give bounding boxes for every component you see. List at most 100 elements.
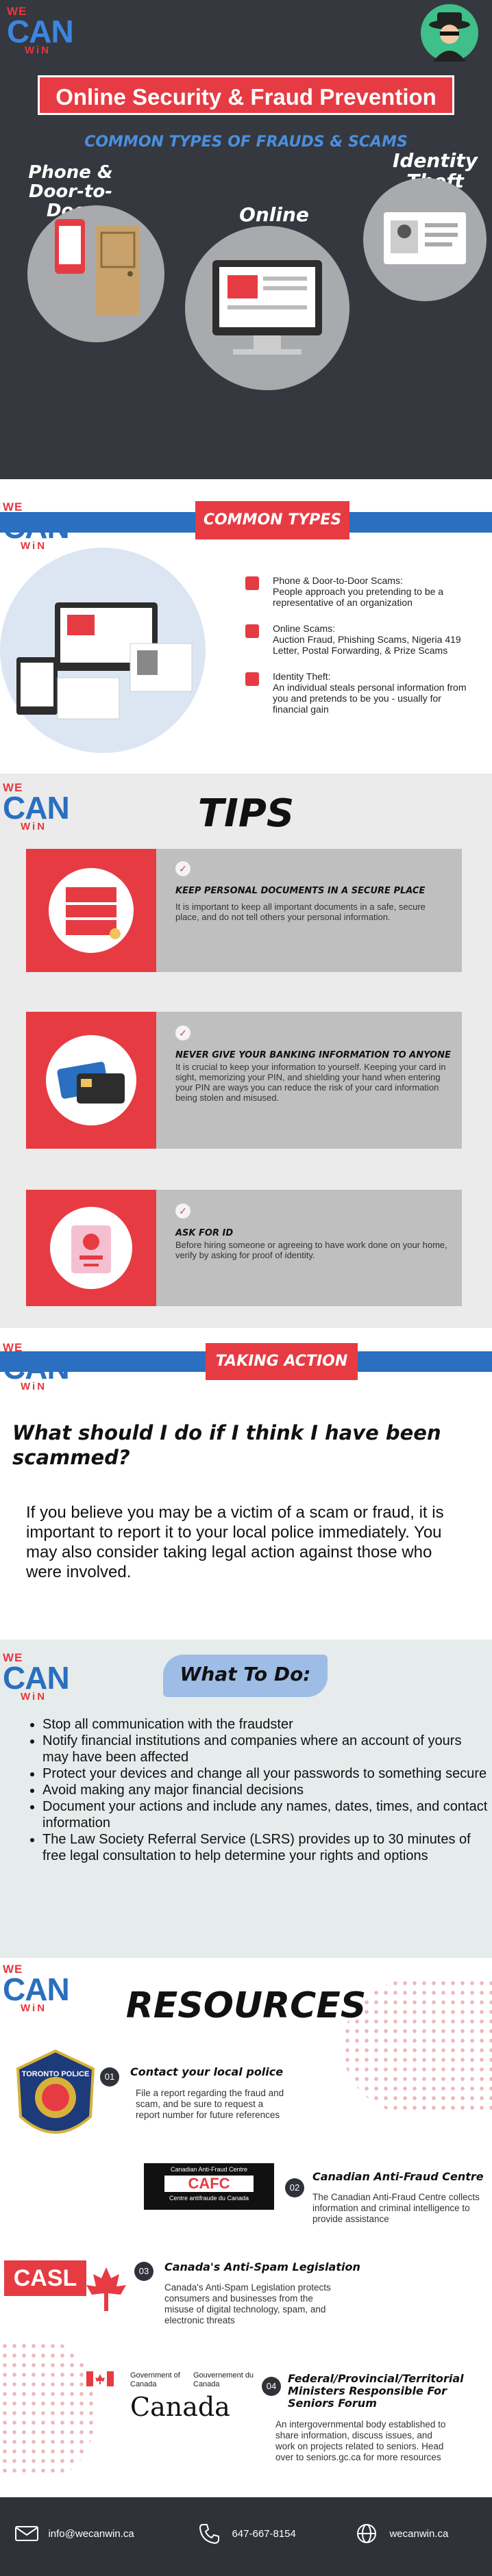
logo: WE CAN WiN	[3, 1651, 70, 1703]
what-to-do-list: Stop all communication with the fraudste…	[27, 1716, 488, 1864]
lock-icon	[245, 672, 259, 686]
tips-section: WE CAN WiN TIPS ✓ KEEP PERSONAL DOCUMENT…	[0, 774, 492, 1328]
tip-body: Before hiring someone or agreeing to hav…	[175, 1240, 447, 1260]
resource-body: The Canadian Anti-Fraud Centre collects …	[312, 2192, 480, 2224]
resources-heading: RESOURCES	[125, 1985, 367, 2026]
logo-we: WE	[3, 1341, 23, 1354]
logo-win: WiN	[21, 821, 47, 832]
tip-card: ✓ NEVER GIVE YOUR BANKING INFORMATION TO…	[26, 1012, 462, 1149]
taking-action-banner: TAKING ACTION	[206, 1343, 358, 1380]
list-item: Avoid making any major financial decisio…	[42, 1782, 488, 1798]
type-title: Phone & Door-to-Door Scams:	[273, 575, 403, 586]
email-contact[interactable]: info@wecanwin.ca	[15, 2525, 134, 2542]
logo-win: WiN	[21, 1691, 47, 1703]
lock-icon	[245, 576, 259, 590]
phone-text: 647-667-8154	[232, 2527, 296, 2540]
type-item: Phone & Door-to-Door Scams: People approa…	[240, 575, 473, 608]
hero-section: WE CAN WiN Online Security & Fraud Preve…	[0, 0, 492, 479]
cafc-logo-top: Canadian Anti-Fraud Centre	[170, 2166, 248, 2173]
phone-door-illustration	[27, 205, 164, 342]
label-online: Online	[239, 203, 309, 226]
tip-card: ✓ KEEP PERSONAL DOCUMENTS IN A SECURE PL…	[26, 849, 462, 972]
tip-body: It is crucial to keep your information t…	[175, 1062, 446, 1103]
type-body: An individual steals personal informatio…	[273, 682, 467, 715]
casl-logo: CASL	[4, 2259, 127, 2314]
cards-illustration	[26, 1012, 156, 1149]
what-to-do-brush	[163, 1655, 328, 1697]
resource-number: 02	[285, 2178, 304, 2197]
type-item: Identity Theft: An individual steals pers…	[240, 671, 473, 715]
logo: WE CAN WiN	[3, 782, 70, 832]
resource-title: Federal/Provincial/Territorial Ministers…	[288, 2372, 464, 2410]
logo-can: CAN	[7, 14, 74, 49]
logo-we: WE	[3, 1963, 23, 1976]
logo-we: WE	[3, 1651, 23, 1664]
email-icon	[15, 2526, 38, 2541]
web-contact[interactable]: wecanwin.ca	[356, 2523, 448, 2544]
id-badge-illustration	[26, 1190, 156, 1306]
resource-number: 04	[262, 2377, 281, 2396]
canada-wordmark: Canada	[130, 2392, 230, 2422]
phone-contact[interactable]: 647-667-8154	[199, 2523, 296, 2545]
logo: WE CAN WiN	[3, 1963, 70, 2014]
cafc-logo-bottom: Centre antifraude du Canada	[169, 2195, 249, 2202]
resource-number: 01	[100, 2067, 119, 2087]
question-heading: What should I do if I think I have been …	[12, 1421, 441, 1469]
list-item: The Law Society Referral Service (LSRS) …	[42, 1831, 488, 1864]
casl-logo-text: CASL	[4, 2260, 86, 2296]
logo-win: WiN	[21, 540, 47, 552]
resource-title: Contact your local police	[130, 2065, 284, 2078]
common-types-banner: COMMON TYPES	[195, 501, 349, 539]
what-to-do-section: WE CAN WiN What To Do: Stop all communic…	[0, 1640, 492, 1958]
types-list: Phone & Door-to-Door Scams: People approa…	[240, 575, 473, 715]
logo-win: WiN	[21, 2002, 47, 2014]
tip-title: ASK FOR ID	[175, 1228, 234, 1238]
check-icon: ✓	[175, 861, 190, 876]
detective-icon	[421, 4, 478, 62]
police-logo-text: TORONTO POLICE	[21, 2070, 90, 2078]
resource-body: An intergovernmental body established to…	[275, 2419, 446, 2462]
type-title: Identity Theft:	[273, 671, 331, 682]
tip-card: ✓ ASK FOR ID Before hiring someone or ag…	[26, 1190, 462, 1306]
footer: info@wecanwin.ca 647-667-8154 wecanwin.c…	[0, 2497, 492, 2576]
list-item: Notify financial institutions and compan…	[42, 1733, 488, 1765]
logo-can: CAN	[3, 1972, 70, 2007]
dots-decoration	[0, 2341, 96, 2478]
logo-we: WE	[7, 5, 27, 18]
taking-action-section: WE CAN WiN TAKING ACTION What should I d…	[0, 1328, 492, 1640]
hero-subtitle: COMMON TYPES OF FRAUDS & SCAMS	[84, 133, 408, 151]
documents-illustration	[26, 849, 156, 972]
label-phone-door: Phone & Door-to-Door	[28, 162, 113, 221]
dots-decoration	[343, 1978, 492, 2115]
what-to-do-heading: What To Do:	[180, 1663, 311, 1685]
logo-we: WE	[3, 500, 23, 513]
list-item: Protect your devices and change all your…	[42, 1765, 488, 1782]
check-icon: ✓	[175, 1025, 190, 1041]
gov-fr: Gouvernement du Canada	[193, 2371, 254, 2388]
police-logo: TORONTO POLICE	[11, 2048, 100, 2151]
common-types-section: WE CAN WiN COMMON TYPES Phone & Door-to-…	[0, 479, 492, 774]
resource-number: 03	[134, 2262, 153, 2281]
resource-body: Canada's Anti-Spam Legislation protects …	[164, 2282, 331, 2325]
logo: WE CAN WiN	[7, 5, 74, 56]
logo-can: CAN	[3, 790, 70, 826]
type-body: People approach you pretending to be a r…	[273, 586, 444, 608]
page-title: Online Security & Fraud Prevention	[38, 75, 454, 115]
globe-icon	[357, 2524, 376, 2543]
resources-section: WE CAN WiN RESOURCES TORONTO POLICE 01 C…	[0, 1958, 492, 2497]
check-icon: ✓	[175, 1203, 190, 1219]
tip-body: It is important to keep all important do…	[175, 902, 426, 922]
resource-title: Canada's Anti-Spam Legislation	[164, 2260, 360, 2273]
logo-win: WiN	[21, 1381, 47, 1392]
tip-title: KEEP PERSONAL DOCUMENTS IN A SECURE PLAC…	[175, 886, 426, 896]
logo-win: WiN	[25, 44, 51, 56]
type-item: Online Scams: Auction Fraud, Phishing Sca…	[240, 623, 473, 656]
logo-can: CAN	[3, 1660, 70, 1696]
list-item: Document your actions and include any na…	[42, 1798, 488, 1831]
resource-body: File a report regarding the fraud and sc…	[136, 2088, 284, 2120]
type-title: Online Scams:	[273, 623, 336, 634]
taking-action-body: If you believe you may be a victim of a …	[26, 1503, 444, 1581]
tip-title: NEVER GIVE YOUR BANKING INFORMATION TO A…	[175, 1050, 451, 1060]
gov-canada-logo: Government of Canada Gouvernement du Can…	[86, 2369, 258, 2423]
gov-en: Government of Canada	[130, 2371, 180, 2388]
